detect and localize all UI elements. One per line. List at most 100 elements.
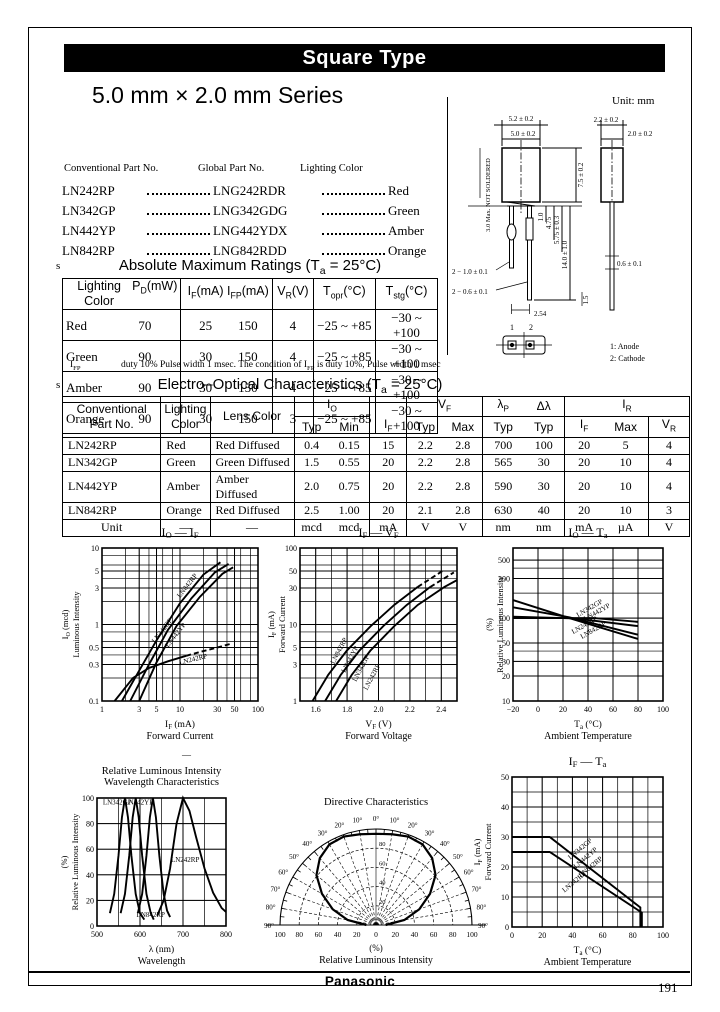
eo-cell: 2.1 <box>406 502 444 520</box>
dim-2-2: 2.2 ± 0.2 <box>594 116 619 124</box>
svg-text:Forward Voltage: Forward Voltage <box>345 731 412 742</box>
eo-cell: 0.4 <box>293 437 329 455</box>
eo-cell: 10 <box>619 503 632 518</box>
eo-cell: mcd <box>338 520 360 535</box>
eo-cell: 2.2 <box>406 437 444 455</box>
eo-cell: 2.2 <box>406 454 444 472</box>
eo-cell: 30 <box>537 455 550 470</box>
mechanical-drawing: 5.2 ± 0.2 5.0 ± 0.2 7.5 ± 0.2 14.0 ± 1.0… <box>450 90 716 372</box>
if-ta-chart: 0 20 40 60 80 100 0 10 20 30 40 50 IF — Ta Ta (°C) Amb… <box>468 748 718 970</box>
svg-text:2.2: 2.2 <box>405 705 415 714</box>
page-frame <box>28 27 692 986</box>
eo-header-row-2: Typ Min Typ Max Typ Typ IF Max VR <box>62 416 690 438</box>
part-part: LN442YP <box>62 223 116 238</box>
section-mark-eo: s <box>56 379 61 391</box>
eo-cell: 2.0 <box>293 471 329 503</box>
svg-text:λ (nm): λ (nm) <box>149 944 174 955</box>
svg-text:80°: 80° <box>476 903 486 911</box>
svg-text:Wavelength Characteristics: Wavelength Characteristics <box>104 777 219 788</box>
svg-text:VF (V): VF (V) <box>365 719 391 731</box>
svg-text:LN242RP: LN242RP <box>171 856 200 864</box>
amr-cell: 30 150 <box>180 340 274 372</box>
pin-1-label: 1 <box>510 323 514 332</box>
svg-text:60: 60 <box>315 930 323 939</box>
amr-title: Absolute Maximum Ratings (Ta = 25°C) <box>118 257 382 277</box>
svg-text:40: 40 <box>501 803 509 812</box>
part-global: LNG442YDX <box>213 223 288 238</box>
eo-header-cell: Typ <box>406 416 444 438</box>
dim-2-0: 2.0 ± 0.2 <box>628 130 653 138</box>
svg-text:5: 5 <box>293 644 297 653</box>
svg-text:80: 80 <box>86 820 94 829</box>
eo-cell: 700 <box>481 437 524 455</box>
svg-text:700: 700 <box>177 930 189 939</box>
dim-14-0: 14.0 ± 1.0 <box>561 240 569 269</box>
svg-text:IO — Ta: IO — Ta <box>568 525 607 540</box>
eo-cell: V <box>647 519 690 537</box>
eo-header-cell: Lens Color <box>209 396 295 438</box>
amr-h-vr: VR(V) <box>272 278 314 310</box>
eo-cell: 4 <box>647 454 690 472</box>
svg-text:40: 40 <box>86 871 94 880</box>
eo-cell: LN342GP <box>68 455 118 470</box>
eo-cell: 20 <box>369 471 407 503</box>
svg-text:Ta (°C): Ta (°C) <box>574 945 602 957</box>
svg-text:40: 40 <box>411 930 419 939</box>
eo-header-cell: Max <box>614 419 637 434</box>
svg-text:100: 100 <box>466 930 478 939</box>
svg-text:1.8: 1.8 <box>342 705 352 714</box>
page-banner: Square Type <box>64 44 665 72</box>
eo-header-cell: Conventional Part No. <box>76 401 147 431</box>
eo-cell: Red Diffused <box>209 437 295 455</box>
svg-text:90°: 90° <box>264 922 274 930</box>
svg-text:20: 20 <box>502 672 510 681</box>
part-part: LN342GP <box>62 203 116 218</box>
svg-text:100: 100 <box>498 614 510 623</box>
svg-text:10°: 10° <box>353 817 363 825</box>
svg-text:60°: 60° <box>278 869 288 877</box>
dim-5-0: 5.0 ± 0.2 <box>511 130 536 138</box>
dim-4-75: 4.75 <box>545 216 553 229</box>
svg-text:60°: 60° <box>464 869 474 877</box>
svg-text:Relative Luminous Intensity: Relative Luminous Intensity <box>102 766 222 777</box>
svg-text:40: 40 <box>379 880 386 887</box>
amr-cell: Red 70 <box>61 309 182 341</box>
svg-text:30°: 30° <box>425 829 435 837</box>
eo-cell: 2.8 <box>455 503 471 518</box>
eo-cell: nm <box>481 519 524 537</box>
eo-cell: 3 <box>647 502 690 520</box>
svg-text:IF (mA): IF (mA) <box>266 611 278 638</box>
svg-text:30: 30 <box>213 705 221 714</box>
eo-cell: 30 <box>537 479 550 494</box>
anode-note: 1: Anode <box>610 342 640 351</box>
svg-text:20: 20 <box>538 931 546 940</box>
dotted-leader <box>147 223 210 235</box>
svg-text:60: 60 <box>430 930 438 939</box>
amr-h-topr: Topr(°C) <box>312 278 377 310</box>
svg-text:1: 1 <box>95 621 99 630</box>
svg-text:500: 500 <box>498 556 510 565</box>
eo-cell: 4 <box>647 437 690 455</box>
dim-1-5: 1.5 <box>582 295 590 304</box>
eo-header-cell: IO <box>293 396 370 417</box>
eo-cell: 2.8 <box>455 438 471 453</box>
svg-text:100: 100 <box>657 931 669 940</box>
svg-text:10: 10 <box>289 621 297 630</box>
svg-text:Forward Current: Forward Current <box>147 731 214 742</box>
eo-cell: Orange <box>160 502 211 520</box>
svg-text:50°: 50° <box>289 853 299 861</box>
svg-text:30°: 30° <box>318 829 328 837</box>
svg-text:100: 100 <box>274 930 286 939</box>
svg-text:10: 10 <box>176 705 184 714</box>
eo-cell: 0.15 <box>338 438 360 453</box>
svg-text:80°: 80° <box>266 903 276 911</box>
amr-cell: 4 <box>272 309 314 341</box>
amr-row: Green 90 30 150 4 −25 ~ +85 −30 ~ +100 <box>61 340 438 372</box>
svg-text:3: 3 <box>137 705 141 714</box>
amr-h-ifp: IFP(mA) <box>227 284 269 301</box>
svg-text:80: 80 <box>449 930 457 939</box>
eo-header-cell: IF <box>369 396 407 438</box>
dotted-leader <box>322 223 385 235</box>
eo-cell: 4 <box>647 471 690 503</box>
svg-text:50: 50 <box>501 773 509 782</box>
